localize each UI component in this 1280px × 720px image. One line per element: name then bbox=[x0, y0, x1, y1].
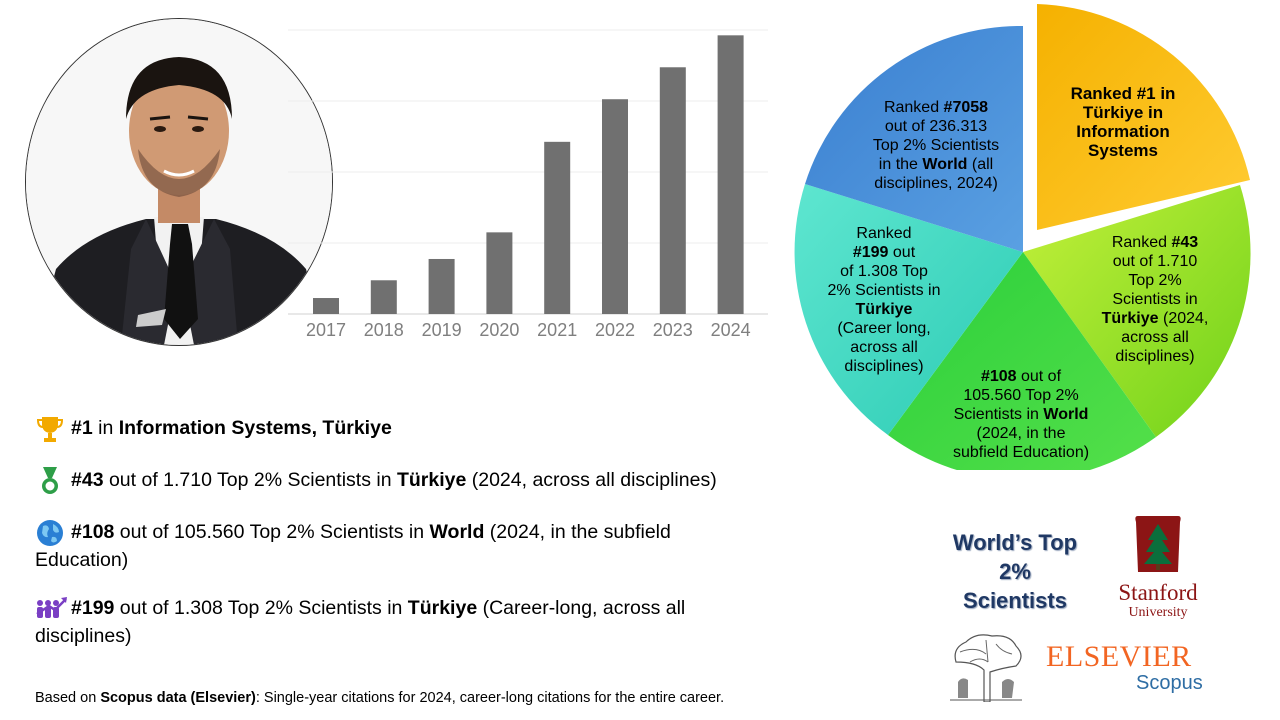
bar-2018 bbox=[370, 280, 397, 314]
globe-icon bbox=[35, 518, 65, 548]
x-tick-label: 2023 bbox=[653, 320, 693, 340]
pie-slice-turkiye-43 bbox=[1023, 185, 1251, 437]
achievement-row-3: #108 out of 105.560 Top 2% Scientists in… bbox=[35, 518, 795, 573]
bar-2017 bbox=[313, 298, 339, 314]
worlds-top-2-percent-badge: World’s Top 2% Scientists bbox=[952, 530, 1078, 613]
scopus-wordmark: Scopus bbox=[1136, 672, 1203, 694]
elsevier-tree-logo bbox=[946, 632, 1026, 703]
pie-slice-world-7058 bbox=[805, 25, 1023, 253]
pie-slice-world-108 bbox=[888, 252, 1156, 481]
bar-2023 bbox=[659, 67, 686, 315]
ranking-pie-chart: Ranked #1 in Türkiye in Information Syst… bbox=[790, 0, 1260, 481]
source-note: Based on Scopus data (Elsevier): Single-… bbox=[35, 690, 725, 706]
elsevier-wordmark: ELSEVIER bbox=[1046, 640, 1192, 673]
pie-graphic bbox=[794, 4, 1251, 481]
pie-label-turkiye-43: Ranked #43 out of 1.710 Top 2% Scientist… bbox=[1101, 234, 1209, 365]
x-tick-label: 2018 bbox=[364, 320, 404, 340]
person-illustration bbox=[26, 19, 332, 345]
trophy-icon bbox=[35, 414, 65, 444]
pie-label-world-7058: Ranked #7058 out of 236.313 Top 2% Scien… bbox=[872, 99, 1000, 192]
team-growth-icon bbox=[35, 594, 67, 624]
medal-icon bbox=[35, 466, 65, 496]
stanford-wordmark: Stanford bbox=[1118, 580, 1198, 605]
x-tick-label: 2022 bbox=[595, 320, 635, 340]
bar-2021 bbox=[544, 141, 571, 314]
achievement-row-2: #43 out of 1.710 Top 2% Scientists in Tü… bbox=[35, 466, 717, 496]
bar-2020 bbox=[486, 232, 513, 314]
stanford-university-label: University bbox=[1128, 605, 1188, 620]
bar-2022 bbox=[602, 99, 628, 314]
achievement-row-1: #1 in Information Systems, Türkiye bbox=[35, 414, 392, 444]
pie-slice-information-systems bbox=[1037, 4, 1250, 230]
pie-label-turkiye-199: Ranked #199 out of 1.308 Top 2% Scientis… bbox=[827, 225, 941, 375]
achievement-row-4: #199 out of 1.308 Top 2% Scientists in T… bbox=[35, 594, 795, 649]
portrait-photo bbox=[25, 18, 333, 346]
pie-label-information-systems: Ranked #1 in Türkiye in Information Syst… bbox=[1070, 84, 1176, 160]
x-tick-label: 2019 bbox=[422, 320, 462, 340]
stanford-logo: Stanford University bbox=[1108, 514, 1208, 624]
x-tick-label: 2024 bbox=[711, 320, 751, 340]
x-tick-label: 2021 bbox=[537, 320, 577, 340]
x-tick-label: 2017 bbox=[306, 320, 346, 340]
pie-label-world-108: #108 out of 105.560 Top 2% Scientists in… bbox=[952, 368, 1090, 461]
bar-2019 bbox=[428, 258, 455, 314]
pie-slice-turkiye-199 bbox=[794, 184, 1023, 435]
citations-bar-chart: 2017 2018 2019 2020 2021 2022 2023 2024 bbox=[288, 29, 768, 340]
x-tick-label: 2020 bbox=[479, 320, 519, 340]
bar-2024 bbox=[717, 35, 744, 314]
stanford-s-tree-icon bbox=[1135, 516, 1181, 572]
